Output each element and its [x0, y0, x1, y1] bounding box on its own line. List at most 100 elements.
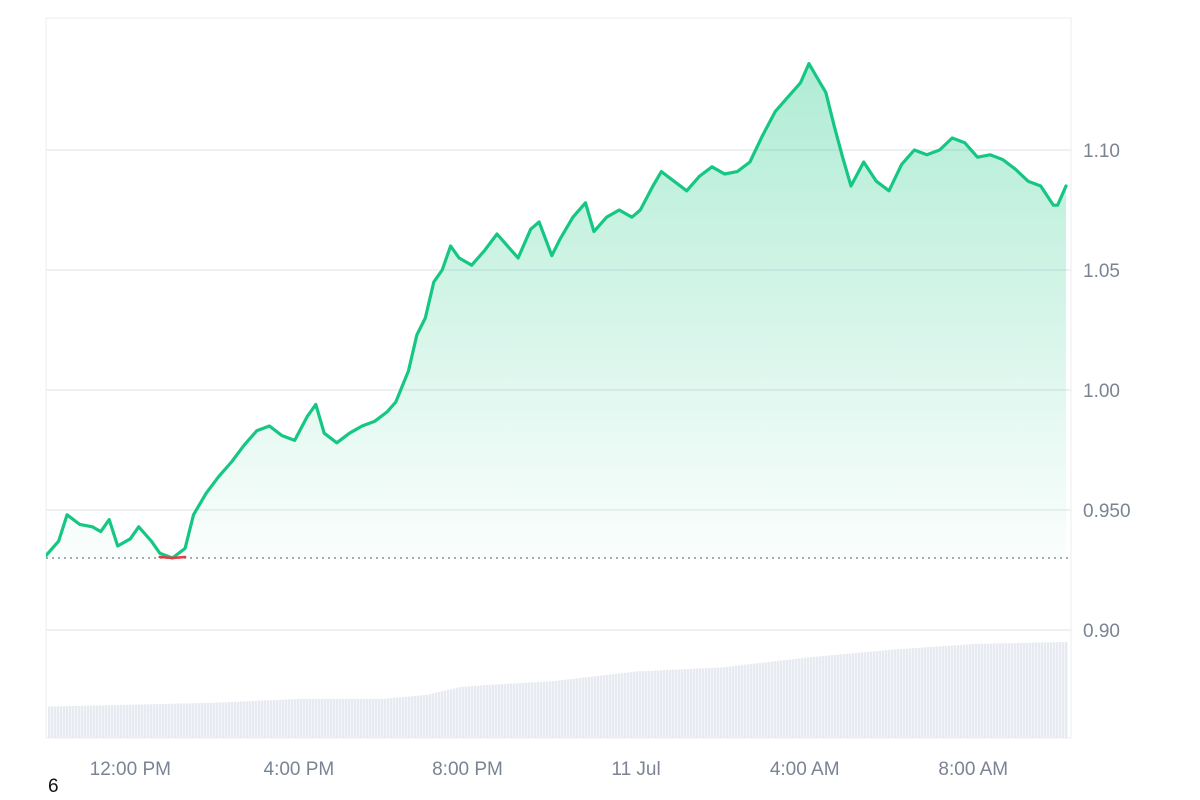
volume-bar	[921, 647, 924, 738]
volume-bar	[1035, 642, 1038, 738]
volume-bar	[372, 698, 375, 738]
volume-bar	[243, 701, 246, 738]
volume-bar	[864, 652, 867, 738]
volume-bar	[675, 669, 678, 738]
volume-bar	[1014, 643, 1017, 738]
volume-bar	[96, 705, 99, 738]
volume-bar	[678, 669, 681, 738]
volume-bar	[57, 706, 60, 738]
volume-bar	[66, 706, 69, 738]
volume-bar	[144, 704, 147, 738]
volume-bar	[393, 697, 396, 738]
volume-bar	[315, 698, 318, 738]
volume-bar	[702, 668, 705, 738]
y-axis-ticks: 0.90 0.950 1.00 1.05 1.10	[1083, 141, 1131, 642]
volume-bar	[210, 702, 213, 738]
volume-bar	[366, 698, 369, 738]
volume-bar	[786, 659, 789, 738]
volume-bar	[528, 682, 531, 738]
volume-bar	[261, 700, 264, 738]
volume-bar	[648, 670, 651, 738]
volume-bar	[558, 680, 561, 738]
volume-bars	[48, 641, 1068, 738]
volume-bar	[411, 696, 414, 738]
volume-bar	[375, 698, 378, 738]
volume-bar	[78, 705, 81, 738]
volume-bar	[873, 651, 876, 738]
volume-bar	[81, 705, 84, 738]
x-axis-ticks: 12:00 PM 4:00 PM 8:00 PM 11 Jul 4:00 AM 8:00 …	[90, 759, 1008, 780]
volume-bar	[168, 703, 171, 738]
volume-bar	[516, 683, 519, 738]
volume-bar	[396, 697, 399, 738]
volume-bar	[486, 684, 489, 738]
volume-bar	[1038, 642, 1041, 738]
volume-bar	[600, 675, 603, 738]
volume-bar	[279, 699, 282, 738]
volume-bar	[126, 704, 129, 738]
x-tick-label: 11 Jul	[611, 759, 660, 780]
below-baseline-segment	[171, 555, 187, 560]
volume-bar	[639, 671, 642, 738]
volume-bar	[435, 692, 438, 738]
volume-bar	[708, 668, 711, 738]
volume-bar	[240, 701, 243, 738]
volume-bar	[339, 698, 342, 738]
volume-bar	[333, 698, 336, 738]
volume-bar	[690, 668, 693, 738]
volume-bar	[945, 645, 948, 738]
volume-bar	[258, 700, 261, 738]
volume-bar	[1032, 642, 1035, 738]
volume-bar	[591, 676, 594, 738]
volume-bar	[666, 669, 669, 738]
volume-bar	[531, 682, 534, 738]
volume-bar	[978, 643, 981, 738]
volume-bar	[669, 669, 672, 738]
volume-bar	[984, 643, 987, 738]
volume-bar	[846, 653, 849, 738]
volume-bar	[621, 673, 624, 738]
volume-bar	[1056, 642, 1059, 738]
volume-bar	[876, 651, 879, 738]
volume-bar	[291, 699, 294, 738]
volume-bar	[990, 643, 993, 738]
volume-bar	[132, 704, 135, 738]
volume-bar	[267, 700, 270, 738]
volume-bar	[552, 681, 555, 738]
volume-bar	[90, 705, 93, 738]
volume-bar	[345, 698, 348, 738]
volume-bar	[540, 681, 543, 738]
price-area	[46, 63, 1066, 558]
volume-bar	[351, 698, 354, 738]
volume-bar	[93, 705, 96, 738]
volume-bar	[861, 652, 864, 738]
volume-bar	[108, 705, 111, 738]
volume-bar	[756, 663, 759, 738]
volume-bar	[954, 645, 957, 738]
volume-bar	[246, 701, 249, 738]
volume-bar	[111, 705, 114, 738]
volume-bar	[588, 676, 591, 738]
volume-bar	[426, 694, 429, 738]
volume-bar	[318, 698, 321, 738]
volume-bar	[390, 698, 393, 738]
volume-bar	[951, 645, 954, 738]
volume-bar	[663, 670, 666, 738]
volume-bar	[1050, 642, 1053, 738]
volume-bar	[720, 667, 723, 738]
x-tick-label: 8:00 PM	[432, 759, 503, 780]
volume-bar	[903, 648, 906, 738]
volume-bar	[162, 703, 165, 738]
volume-bar	[969, 644, 972, 738]
volume-bar	[444, 690, 447, 738]
volume-bar	[522, 682, 525, 738]
volume-bar	[75, 705, 78, 738]
volume-bar	[564, 679, 567, 738]
volume-bar	[231, 701, 234, 738]
x-tick-label: 4:00 PM	[264, 759, 335, 780]
volume-bar	[852, 653, 855, 738]
volume-bar	[498, 684, 501, 738]
volume-bar	[771, 661, 774, 738]
volume-bar	[696, 668, 699, 738]
volume-bar	[228, 702, 231, 738]
